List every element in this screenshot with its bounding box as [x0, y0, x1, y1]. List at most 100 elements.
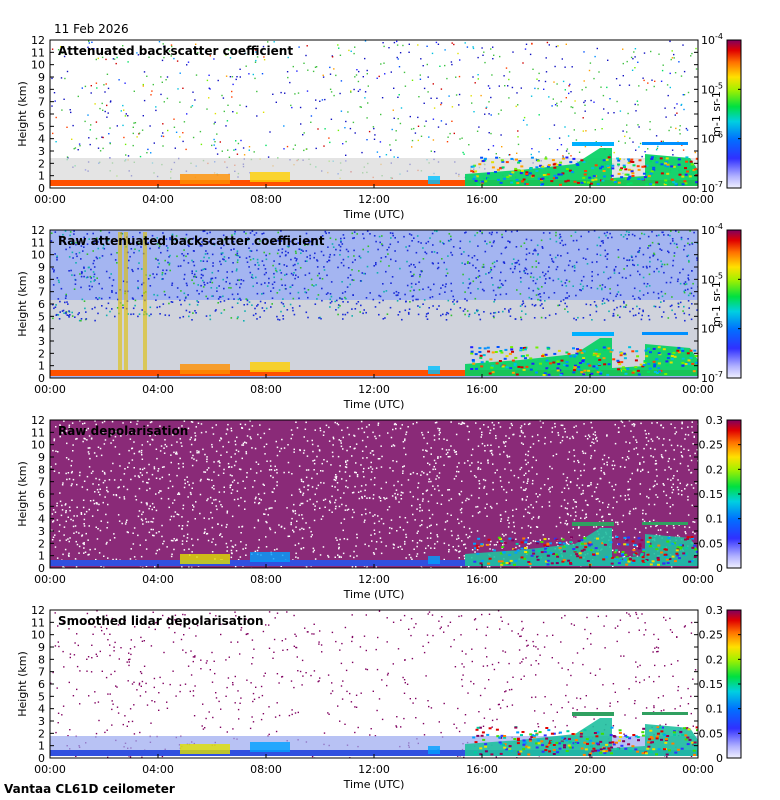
- depol-speckle: [423, 552, 426, 554]
- depol-speckle: [348, 433, 350, 436]
- backscatter-speckle: [217, 79, 219, 82]
- depol-speckle: [192, 454, 194, 457]
- cloud-cell: [564, 180, 568, 183]
- depol-speckle: [95, 477, 97, 480]
- cloud-cell: [483, 347, 487, 350]
- backscatter-speckle: [61, 109, 63, 111]
- depol-speckle: [68, 555, 70, 557]
- depol-speckle: [650, 455, 652, 457]
- backscatter-speckle: [557, 304, 559, 307]
- backscatter-speckle: [626, 60, 628, 63]
- y-axis-label: Height (km): [16, 81, 29, 147]
- depol-speckle: [667, 460, 670, 463]
- backscatter-speckle: [609, 98, 611, 100]
- depol-speckle: [193, 506, 195, 508]
- backscatter-speckle: [307, 316, 309, 319]
- depol-speckle: [377, 424, 379, 426]
- depol-speckle: [627, 457, 630, 460]
- backscatter-speckle: [541, 303, 543, 305]
- depol-speckle: [95, 432, 97, 435]
- cloud-cell: [471, 165, 475, 168]
- backscatter-speckle: [429, 296, 431, 299]
- backscatter-speckle: [593, 77, 595, 80]
- backscatter-speckle: [452, 295, 454, 298]
- backscatter-speckle: [564, 269, 566, 272]
- backscatter-speckle: [264, 302, 266, 304]
- backscatter-speckle: [176, 296, 179, 298]
- depol-speckle: [614, 442, 617, 445]
- backscatter-speckle: [251, 304, 253, 306]
- backscatter-speckle: [641, 314, 643, 317]
- backscatter-speckle: [237, 293, 239, 295]
- depol-speckle: [361, 439, 364, 442]
- backscatter-speckle: [273, 260, 275, 262]
- depol-speckle: [558, 516, 561, 519]
- cloud-cell: [664, 182, 668, 184]
- backscatter-speckle: [305, 148, 308, 150]
- depol-speckle: [291, 473, 293, 475]
- backscatter-speckle: [508, 71, 511, 73]
- backscatter-speckle: [519, 293, 522, 295]
- x-tick-label: 20:00: [574, 383, 606, 396]
- backscatter-speckle: [673, 107, 676, 109]
- depol-speckle: [663, 484, 665, 486]
- backscatter-speckle: [254, 61, 257, 63]
- backscatter-speckle: [336, 299, 338, 302]
- backscatter-speckle: [658, 306, 661, 308]
- depol-speckle: [290, 523, 292, 526]
- depol-speckle: [69, 537, 71, 539]
- cloud-cell: [475, 367, 478, 370]
- backscatter-speckle: [294, 277, 296, 280]
- panel-1: Attenuated backscatter coefficient012345…: [16, 32, 742, 221]
- depol-speckle: [253, 480, 256, 482]
- backscatter-speckle: [206, 232, 209, 235]
- date-label: 11 Feb 2026: [54, 22, 129, 36]
- backscatter-speckle: [651, 241, 654, 244]
- depol-speckle: [529, 422, 531, 425]
- depol-speckle: [691, 421, 693, 423]
- backscatter-speckle: [64, 301, 66, 304]
- backscatter-speckle: [331, 300, 333, 303]
- backscatter-speckle: [257, 303, 259, 306]
- depol-speckle: [400, 494, 402, 496]
- backscatter-speckle: [514, 262, 517, 264]
- cloud-cell: [518, 160, 522, 162]
- depol-speckle: [444, 521, 447, 523]
- x-tick-label: 12:00: [358, 383, 390, 396]
- backscatter-speckle: [202, 279, 204, 282]
- cloud-cell: [571, 171, 575, 174]
- depol-speckle: [677, 479, 679, 481]
- backscatter-speckle: [643, 79, 645, 82]
- backscatter-speckle: [415, 251, 418, 254]
- depol-speckle: [295, 421, 297, 423]
- depol-speckle: [440, 503, 443, 505]
- depol-speckle: [93, 502, 96, 505]
- depol-speckle: [152, 534, 154, 537]
- backscatter-speckle: [565, 285, 568, 287]
- cloud-cell: [599, 371, 603, 374]
- depol-speckle: [103, 471, 106, 474]
- cloud-cell: [632, 370, 636, 373]
- backscatter-speckle: [660, 290, 663, 293]
- depol-speckle: [687, 434, 690, 436]
- depol-speckle: [126, 433, 128, 436]
- depol-speckle: [230, 552, 233, 554]
- backscatter-speckle: [368, 130, 371, 133]
- depol-speckle: [521, 498, 524, 500]
- cloud-cell: [541, 183, 545, 186]
- backscatter-speckle: [307, 69, 309, 71]
- backscatter-speckle: [289, 286, 291, 288]
- backscatter-speckle: [525, 248, 528, 250]
- depol-speckle: [63, 534, 65, 536]
- backscatter-speckle: [354, 46, 356, 48]
- backscatter-speckle: [315, 284, 317, 286]
- backscatter-speckle: [432, 262, 434, 265]
- depol-speckle: [484, 479, 487, 482]
- backscatter-speckle: [464, 263, 466, 265]
- backscatter-speckle: [214, 121, 216, 123]
- backscatter-speckle: [297, 262, 299, 265]
- backscatter-speckle: [132, 126, 134, 128]
- depol-speckle: [380, 445, 382, 447]
- backscatter-speckle: [188, 245, 190, 248]
- backscatter-speckle: [162, 123, 164, 125]
